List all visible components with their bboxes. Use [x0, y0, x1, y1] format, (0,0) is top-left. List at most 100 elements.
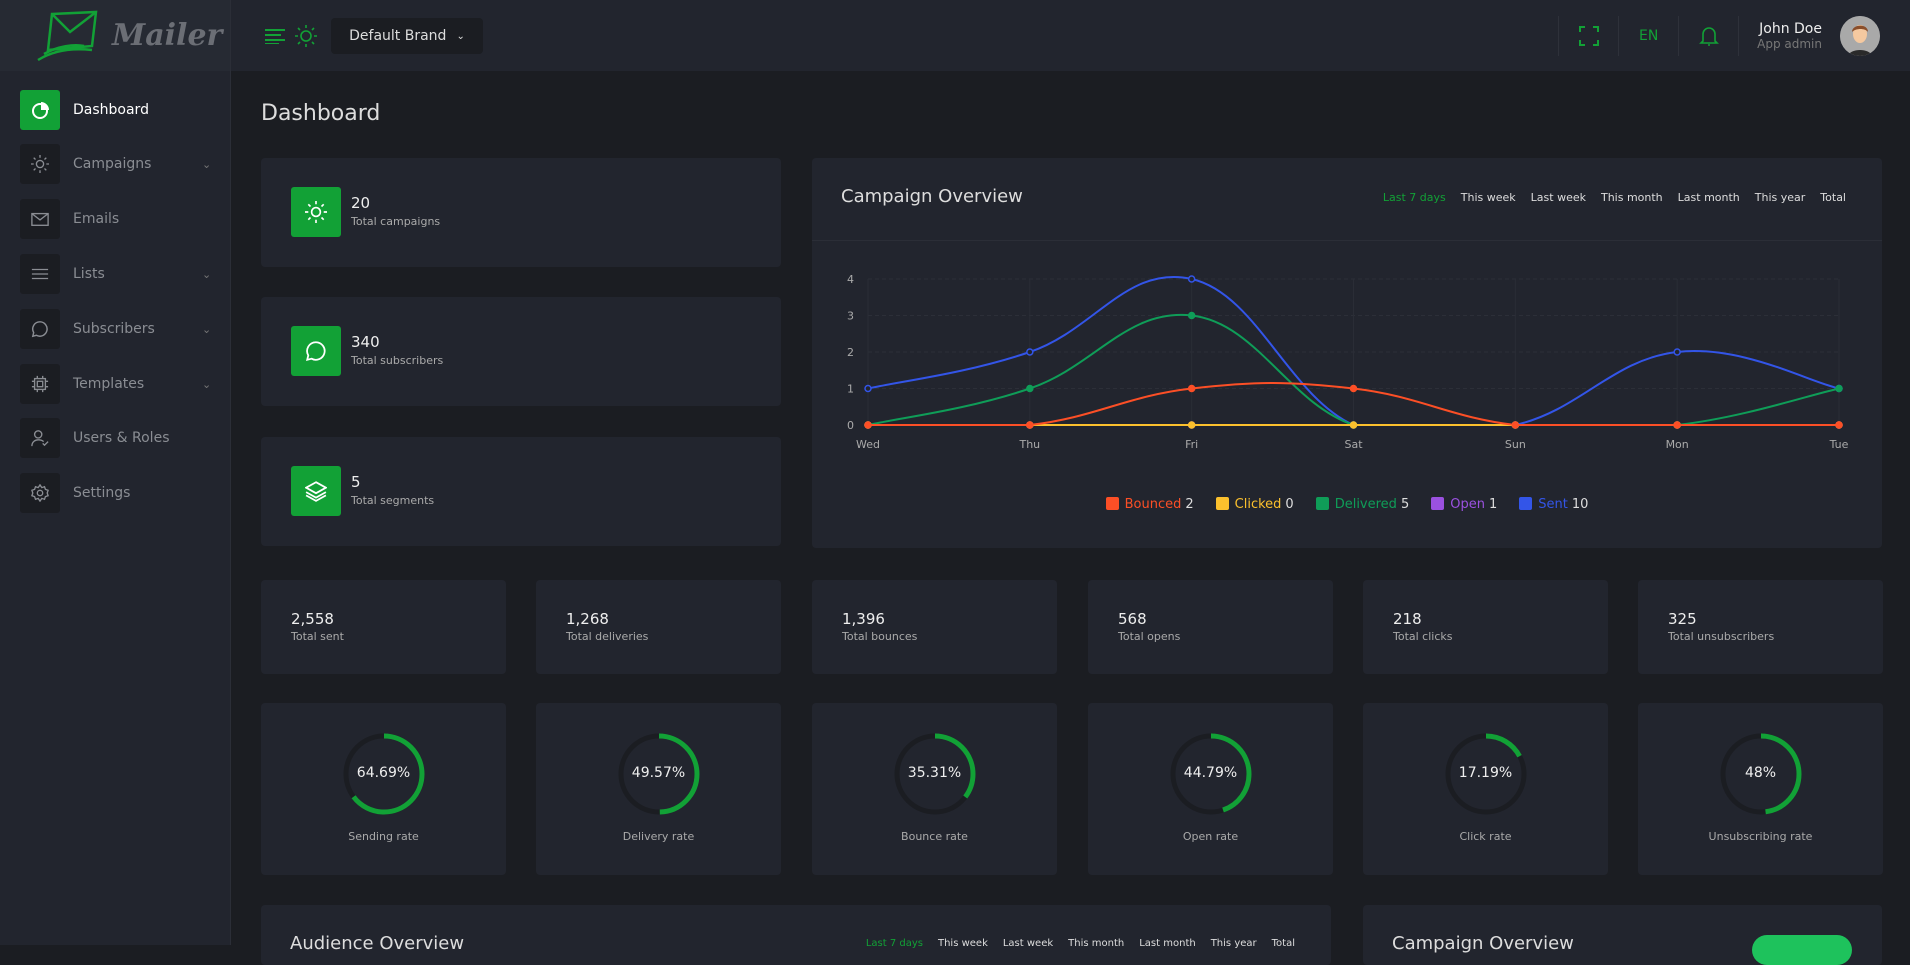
- sidebar-item-label: Templates: [73, 376, 145, 392]
- sidebar-item-templates[interactable]: Templates ⌄: [20, 364, 213, 404]
- sidebar-item-lists[interactable]: Lists ⌄: [20, 254, 213, 294]
- sidebar-item-users-roles[interactable]: Users & Roles: [20, 418, 213, 458]
- rate-card: 49.57% Delivery rate: [536, 703, 781, 875]
- pie-chart-icon: [32, 102, 49, 119]
- data-point-bounced: [1673, 421, 1681, 429]
- legend-item-delivered[interactable]: Delivered 5: [1315, 497, 1409, 512]
- range-tab-total[interactable]: Total: [1820, 191, 1846, 204]
- language-label: EN: [1638, 27, 1659, 44]
- sidebar-item-dashboard[interactable]: Dashboard: [20, 90, 213, 130]
- legend-item-clicked[interactable]: Clicked 0: [1215, 497, 1294, 512]
- stat-icon-box: [291, 326, 341, 376]
- stat-card: 20 Total campaigns: [261, 158, 781, 267]
- y-tick-label: 2: [847, 346, 854, 359]
- metric-card: 2,558 Total sent: [261, 580, 506, 674]
- range-tab-this-year[interactable]: This year: [1754, 191, 1806, 204]
- nav-icon-box: [20, 418, 60, 458]
- avatar[interactable]: [1840, 15, 1880, 56]
- legend-swatch: [1105, 497, 1119, 510]
- range-tab-total[interactable]: Total: [1271, 938, 1295, 949]
- sidebar-item-label: Lists: [73, 266, 105, 282]
- stat-label: Total segments: [351, 494, 435, 507]
- logo[interactable]: Mailer: [0, 0, 230, 71]
- rate-label: Sending rate: [348, 830, 419, 843]
- donut-fill: [343, 733, 425, 815]
- rate-label: Open rate: [1182, 830, 1239, 843]
- range-tab-this-week[interactable]: This week: [1460, 191, 1516, 204]
- data-point-clicked: [1187, 421, 1196, 429]
- legend-item-bounced[interactable]: Bounced 2: [1105, 497, 1194, 512]
- rate-donut: [1720, 733, 1802, 815]
- range-tab-last-week[interactable]: Last week: [1530, 191, 1586, 204]
- data-point-sent: [1673, 348, 1681, 356]
- sidebar: Mailer Dashboard Campaigns ⌄ Emails Lists ⌄ Su…: [0, 0, 231, 945]
- donut-fill: [1170, 733, 1252, 815]
- nav-icon-box: [20, 144, 60, 184]
- legend-swatch: [1519, 497, 1533, 510]
- fullscreen-button[interactable]: [1558, 15, 1618, 56]
- range-tab-this-week[interactable]: This week: [937, 938, 988, 949]
- language-button[interactable]: EN: [1618, 15, 1678, 56]
- legend-swatch: [1215, 497, 1229, 510]
- nav-icon-box: [20, 254, 60, 294]
- chip-icon: [31, 375, 49, 393]
- range-tab-last-month[interactable]: Last month: [1139, 938, 1196, 949]
- rate-value: 49.57%: [631, 765, 686, 781]
- sidebar-item-emails[interactable]: Emails: [20, 199, 213, 239]
- legend-label: Clicked: [1234, 497, 1282, 512]
- data-point-sent: [1026, 348, 1034, 356]
- y-tick-label: 1: [847, 383, 854, 396]
- sidebar-item-label: Settings: [73, 485, 131, 501]
- chat-icon: [305, 341, 326, 362]
- chart-title: Campaign Overview: [841, 186, 1023, 207]
- range-tab-last-week[interactable]: Last week: [1002, 938, 1054, 949]
- range-tab-last-7-days[interactable]: Last 7 days: [1382, 191, 1446, 204]
- stat-icon-box: [291, 466, 341, 516]
- rate-card: 48% Unsubscribing rate: [1638, 703, 1883, 875]
- legend-label: Bounced: [1124, 497, 1182, 512]
- nav-icon-box: [20, 199, 60, 239]
- brand-label: Default Brand: [349, 28, 447, 44]
- donut-fill: [894, 733, 976, 815]
- nav-icon-box: [20, 90, 60, 130]
- notifications-button[interactable]: [1678, 15, 1738, 56]
- legend-item-sent[interactable]: Sent 10: [1519, 497, 1588, 512]
- data-point-delivered: [1026, 384, 1034, 393]
- audience-overview-title: Audience Overview: [290, 933, 465, 954]
- sidebar-item-subscribers[interactable]: Subscribers ⌄: [20, 309, 213, 349]
- campaign-line-chart: 0 1 2 3 4 Wed Thu Fri Sat Sun Mon Tue: [847, 273, 1849, 451]
- sidebar-item-label: Campaigns: [73, 156, 152, 172]
- y-tick-label: 0: [847, 419, 854, 432]
- metric-label: Total opens: [1118, 630, 1181, 643]
- metric-card: 1,268 Total deliveries: [536, 580, 781, 674]
- rate-value: 64.69%: [356, 765, 411, 781]
- range-tab-last-7-days[interactable]: Last 7 days: [865, 938, 923, 949]
- metric-label: Total bounces: [842, 630, 918, 643]
- range-tab-this-month[interactable]: This month: [1600, 191, 1663, 204]
- chevron-down-icon: ⌄: [456, 30, 465, 42]
- nav-icon-box: [20, 364, 60, 404]
- rate-label: Delivery rate: [622, 830, 695, 843]
- range-tab-this-year[interactable]: This year: [1210, 938, 1257, 949]
- range-tab-last-month[interactable]: Last month: [1677, 191, 1740, 204]
- x-tick-label: Mon: [1666, 438, 1689, 451]
- page-title: Dashboard: [261, 101, 381, 126]
- range-tab-this-month[interactable]: This month: [1068, 938, 1125, 949]
- sidebar-item-campaigns[interactable]: Campaigns ⌄: [20, 144, 213, 184]
- user-menu[interactable]: John Doe App admin: [1738, 15, 1840, 56]
- chevron-down-icon: ⌄: [202, 322, 212, 336]
- metric-value: 1,268: [566, 610, 609, 628]
- legend-label: Open: [1450, 497, 1485, 512]
- rate-label: Bounce rate: [901, 830, 968, 843]
- brand-selector[interactable]: Default Brand ⌄: [331, 18, 483, 54]
- sidebar-item-label: Emails: [73, 211, 120, 227]
- legend-item-open[interactable]: Open 1: [1431, 497, 1497, 512]
- rate-value: 17.19%: [1458, 765, 1513, 781]
- sidebar-item-settings[interactable]: Settings: [20, 473, 213, 513]
- range-select-button[interactable]: [1752, 935, 1852, 965]
- metric-card: 325 Total unsubscribers: [1638, 580, 1883, 674]
- menu-toggle-icon[interactable]: [265, 28, 285, 44]
- user-check-icon: [31, 430, 49, 447]
- theme-sun-icon[interactable]: [295, 25, 317, 47]
- logo-text: Mailer: [112, 18, 223, 53]
